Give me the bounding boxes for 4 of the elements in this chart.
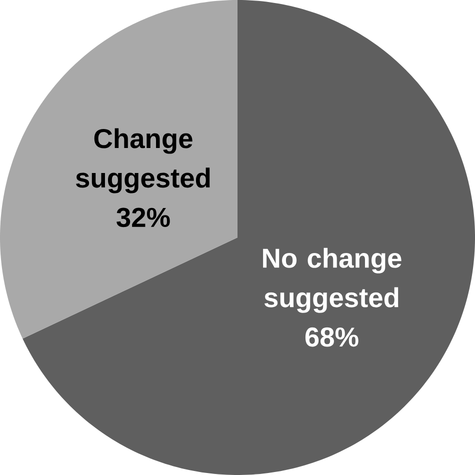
slice-label: Change suggested	[76, 128, 210, 194]
data-label: 32%	[116, 208, 170, 228]
data-label: 68%	[305, 327, 358, 347]
slice-label: No change suggested	[263, 248, 402, 313]
